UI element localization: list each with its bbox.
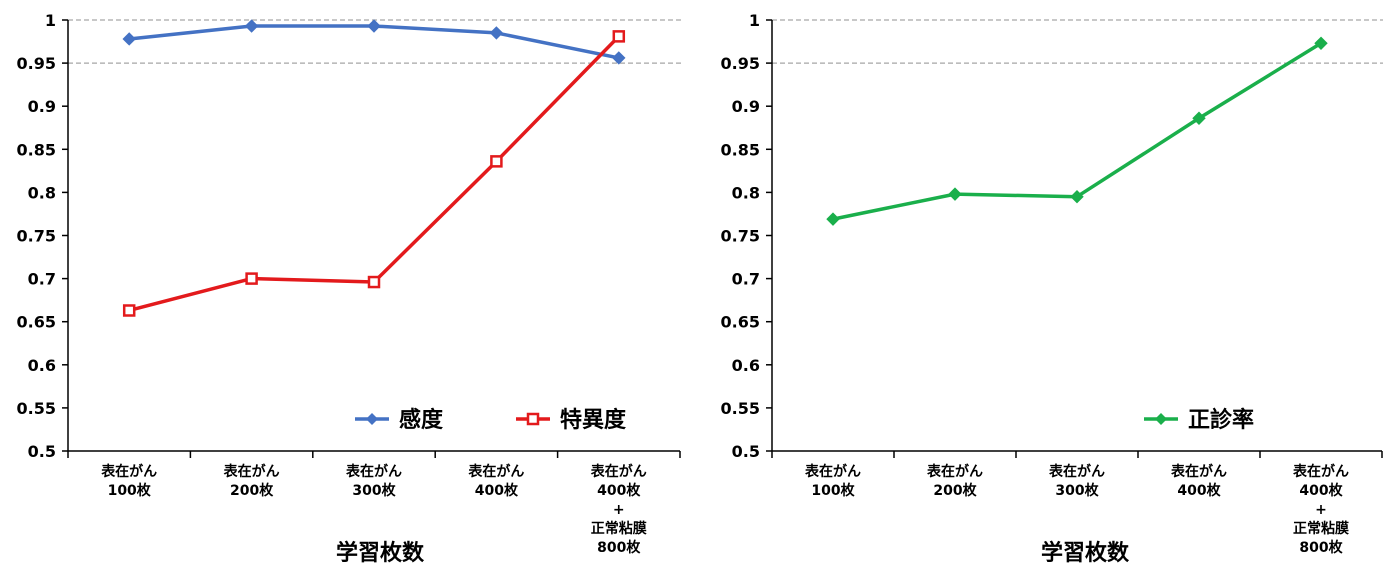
data-point-特異度 — [490, 155, 503, 168]
x-category-label: 表在がん 400枚 — [467, 463, 524, 499]
y-tick-label: 0.75 — [721, 227, 760, 246]
x-category-label-line: 400枚 — [475, 482, 519, 499]
data-point-感度 — [122, 32, 136, 46]
right-chart-accuracy: 1 0.95 0.9 0.85 0.8 0.75 0.7 0.65 0.6 0.55 0.5 表在がん… — [721, 11, 1383, 566]
x-category-label: 表在がん 200枚 — [223, 463, 280, 499]
x-category-label-line: 100枚 — [811, 482, 855, 499]
data-point-正診率 — [948, 187, 962, 201]
x-category-label: 表在がん 300枚 — [1048, 463, 1105, 499]
x-category-label-line: 400枚 — [597, 482, 641, 499]
x-category-label-line: 300枚 — [1055, 482, 1099, 499]
legend-swatch-marker — [1155, 413, 1167, 425]
data-point-感度 — [244, 19, 259, 33]
x-category-label-line: 800枚 — [1299, 539, 1343, 556]
x-category-label-line: 正常粘膜 — [591, 520, 647, 537]
x-category-label: 表在がん 300枚 — [345, 463, 402, 499]
x-category-label-line: 表在がん — [223, 463, 280, 480]
x-category-label-line: 400枚 — [1177, 482, 1221, 499]
data-point-正診率 — [1314, 36, 1328, 50]
x-category-label: 表在がん 400枚 + 正常粘膜 800枚 — [1292, 463, 1349, 556]
legend-swatch-marker — [366, 413, 378, 425]
x-category-label-line: 200枚 — [933, 482, 977, 499]
x-category-label-line: 表在がん — [590, 463, 647, 480]
data-point-特異度 — [122, 304, 136, 317]
x-category-label: 表在がん 100枚 — [804, 463, 861, 499]
y-tick-label: 0.5 — [28, 442, 56, 461]
x-category-label-line: 正常粘膜 — [1293, 520, 1349, 537]
x-category-label-line: 表在がん — [100, 463, 157, 480]
data-point-感度 — [612, 51, 626, 65]
x-category-label-line: + — [613, 502, 625, 518]
series-line-特異度 — [128, 35, 621, 313]
x-category-label-line: 800枚 — [597, 539, 641, 556]
x-category-label-line: 200枚 — [230, 482, 274, 499]
data-point-感度 — [367, 19, 381, 33]
y-tick-label: 0.65 — [17, 313, 56, 332]
x-category-label-line: 400枚 — [1299, 482, 1343, 499]
x-category-label-line: 100枚 — [108, 482, 152, 499]
y-tick-label: 0.7 — [28, 270, 56, 289]
x-category-label-line: 表在がん — [467, 463, 524, 480]
x-category-label-line: 表在がん — [1292, 463, 1349, 480]
y-tick-label: 0.9 — [732, 97, 760, 116]
x-category-label: 表在がん 400枚 + 正常粘膜 800枚 — [590, 463, 647, 556]
y-tick-label: 0.5 — [732, 442, 760, 461]
y-tick-label: 0.95 — [17, 54, 56, 73]
legend-label: 特異度 — [560, 407, 627, 433]
data-point-特異度 — [367, 275, 381, 289]
y-tick-label: 1 — [749, 11, 760, 30]
y-tick-label: 0.7 — [732, 270, 760, 289]
y-tick-label: 1 — [45, 11, 56, 30]
x-category-label-line: 表在がん — [1170, 463, 1227, 480]
x-category-label-line: + — [1315, 502, 1327, 518]
y-tick-label: 0.95 — [721, 54, 760, 73]
y-tick-label: 0.55 — [721, 399, 760, 418]
x-category-label-line: 表在がん — [926, 463, 983, 480]
y-tick-label: 0.85 — [17, 140, 56, 159]
data-point-正診率 — [826, 212, 840, 226]
data-point-特異度 — [612, 30, 626, 43]
x-axis-title: 学習枚数 — [336, 540, 425, 566]
data-point-特異度 — [245, 272, 258, 285]
x-category-label-line: 表在がん — [1048, 463, 1105, 480]
data-point-正診率 — [1070, 190, 1084, 204]
data-point-感度 — [489, 26, 504, 40]
x-category-label: 表在がん 100枚 — [100, 463, 157, 499]
y-tick-label: 0.65 — [721, 313, 760, 332]
x-category-label-line: 表在がん — [345, 463, 402, 480]
y-tick-label: 0.8 — [28, 183, 56, 202]
y-tick-label: 0.6 — [732, 356, 760, 375]
y-tick-label: 0.6 — [28, 356, 56, 375]
y-tick-label: 0.8 — [732, 183, 760, 202]
y-tick-label: 0.85 — [721, 140, 760, 159]
y-tick-label: 0.9 — [28, 97, 56, 116]
x-category-label: 表在がん 200枚 — [926, 463, 983, 499]
x-category-label-line: 300枚 — [352, 482, 396, 499]
x-category-label-line: 表在がん — [804, 463, 861, 480]
y-tick-label: 0.75 — [17, 227, 56, 246]
y-tick-label: 0.55 — [17, 399, 56, 418]
x-category-label: 表在がん 400枚 — [1170, 463, 1227, 499]
legend-swatch-marker — [526, 412, 540, 426]
x-axis-title: 学習枚数 — [1041, 540, 1130, 566]
data-point-正診率 — [1192, 111, 1206, 125]
legend-label: 正診率 — [1188, 407, 1254, 433]
legend-label: 感度 — [399, 407, 444, 433]
left-chart-sensitivity-specificity: 1 0.95 0.9 0.85 0.8 0.75 0.7 0.65 0.6 0.55 0.5 表在がん… — [17, 11, 681, 566]
